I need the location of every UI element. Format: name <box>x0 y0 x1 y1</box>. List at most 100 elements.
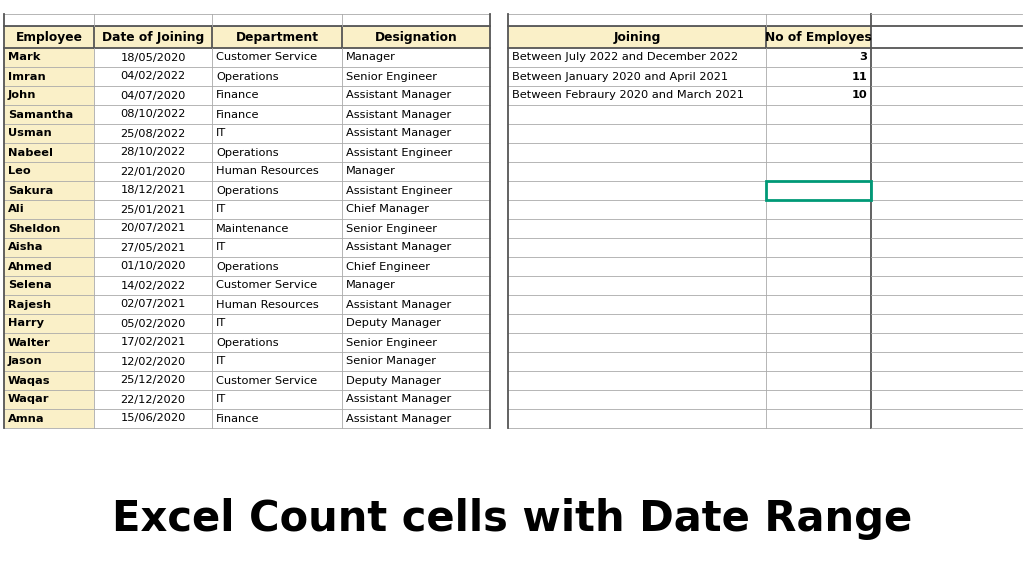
Bar <box>94 162 212 181</box>
Bar <box>871 48 1022 67</box>
Text: Mark: Mark <box>8 52 40 63</box>
Bar <box>871 238 1022 257</box>
Bar <box>508 333 871 352</box>
Text: Designation: Designation <box>375 31 458 44</box>
Text: 25/01/2021: 25/01/2021 <box>120 204 185 214</box>
Text: Chief Engineer: Chief Engineer <box>346 262 430 271</box>
Text: Amna: Amna <box>8 414 45 423</box>
Bar <box>94 67 212 86</box>
Bar <box>342 219 490 238</box>
Bar <box>342 86 490 105</box>
Text: 11: 11 <box>851 71 867 81</box>
Bar <box>212 105 342 124</box>
Text: Between July 2022 and December 2022: Between July 2022 and December 2022 <box>512 52 738 63</box>
Bar <box>4 219 94 238</box>
Bar <box>212 124 342 143</box>
Text: 25/08/2022: 25/08/2022 <box>121 128 185 138</box>
Text: Excel Count cells with Date Range: Excel Count cells with Date Range <box>112 498 912 540</box>
Text: Deputy Manager: Deputy Manager <box>346 376 441 385</box>
Bar <box>94 143 212 162</box>
Bar <box>342 200 490 219</box>
Text: Between January 2020 and April 2021: Between January 2020 and April 2021 <box>512 71 728 81</box>
Bar <box>766 181 871 200</box>
Text: 04/02/2022: 04/02/2022 <box>121 71 185 81</box>
Bar <box>342 26 490 48</box>
Text: Maintenance: Maintenance <box>216 223 290 233</box>
Text: Assistant Manager: Assistant Manager <box>346 242 452 252</box>
Text: Operations: Operations <box>216 147 279 157</box>
Bar <box>4 162 94 181</box>
Text: Ahmed: Ahmed <box>8 262 53 271</box>
Text: 22/12/2020: 22/12/2020 <box>121 395 185 404</box>
Bar <box>212 371 342 390</box>
Bar <box>871 124 1022 143</box>
Bar <box>94 238 212 257</box>
Bar <box>871 181 1022 200</box>
Bar <box>342 295 490 314</box>
Text: Assistant Manager: Assistant Manager <box>346 395 452 404</box>
Text: Selena: Selena <box>8 281 52 290</box>
Bar <box>94 352 212 371</box>
Bar <box>94 219 212 238</box>
Text: Human Resources: Human Resources <box>216 300 318 309</box>
Text: Waqas: Waqas <box>8 376 50 385</box>
Bar <box>342 333 490 352</box>
Bar <box>94 26 212 48</box>
Bar <box>342 409 490 428</box>
Text: Aisha: Aisha <box>8 242 43 252</box>
Bar <box>871 295 1022 314</box>
Bar <box>212 67 342 86</box>
Bar <box>871 67 1022 86</box>
Bar <box>94 124 212 143</box>
Text: Rajesh: Rajesh <box>8 300 51 309</box>
Bar <box>212 276 342 295</box>
Text: Finance: Finance <box>216 109 259 119</box>
Bar <box>212 352 342 371</box>
Text: 02/07/2021: 02/07/2021 <box>120 300 185 309</box>
Bar <box>4 181 94 200</box>
Text: Assistant Manager: Assistant Manager <box>346 128 452 138</box>
Bar <box>342 352 490 371</box>
Bar <box>94 333 212 352</box>
Bar <box>94 276 212 295</box>
Text: Assistant Engineer: Assistant Engineer <box>346 185 453 195</box>
Bar <box>212 143 342 162</box>
Bar <box>94 257 212 276</box>
Text: Ali: Ali <box>8 204 25 214</box>
Bar <box>508 26 766 48</box>
Text: 10: 10 <box>851 90 867 100</box>
Bar <box>871 314 1022 333</box>
Text: Finance: Finance <box>216 90 259 100</box>
Text: Manager: Manager <box>346 166 396 176</box>
Text: Date of Joining: Date of Joining <box>101 31 204 44</box>
Bar <box>212 409 342 428</box>
Text: Sheldon: Sheldon <box>8 223 60 233</box>
Text: 18/12/2021: 18/12/2021 <box>120 185 185 195</box>
Bar <box>212 48 342 67</box>
Text: Joining: Joining <box>613 31 660 44</box>
Text: No of Employes: No of Employes <box>765 31 871 44</box>
Text: Assistant Manager: Assistant Manager <box>346 414 452 423</box>
Bar <box>212 333 342 352</box>
Bar <box>4 295 94 314</box>
Text: IT: IT <box>216 357 226 366</box>
Bar <box>871 105 1022 124</box>
Bar <box>342 162 490 181</box>
Bar <box>4 238 94 257</box>
Text: Walter: Walter <box>8 338 51 347</box>
Text: Operations: Operations <box>216 71 279 81</box>
Bar <box>871 352 1022 371</box>
Bar <box>4 257 94 276</box>
Text: 14/02/2022: 14/02/2022 <box>121 281 185 290</box>
Text: Finance: Finance <box>216 414 259 423</box>
Text: Manager: Manager <box>346 281 396 290</box>
Bar <box>342 181 490 200</box>
Bar <box>94 409 212 428</box>
Bar <box>871 219 1022 238</box>
Bar <box>508 219 871 238</box>
Bar <box>766 86 871 105</box>
Bar <box>871 371 1022 390</box>
Bar <box>508 390 871 409</box>
Text: Deputy Manager: Deputy Manager <box>346 319 441 328</box>
Text: 22/01/2020: 22/01/2020 <box>121 166 185 176</box>
